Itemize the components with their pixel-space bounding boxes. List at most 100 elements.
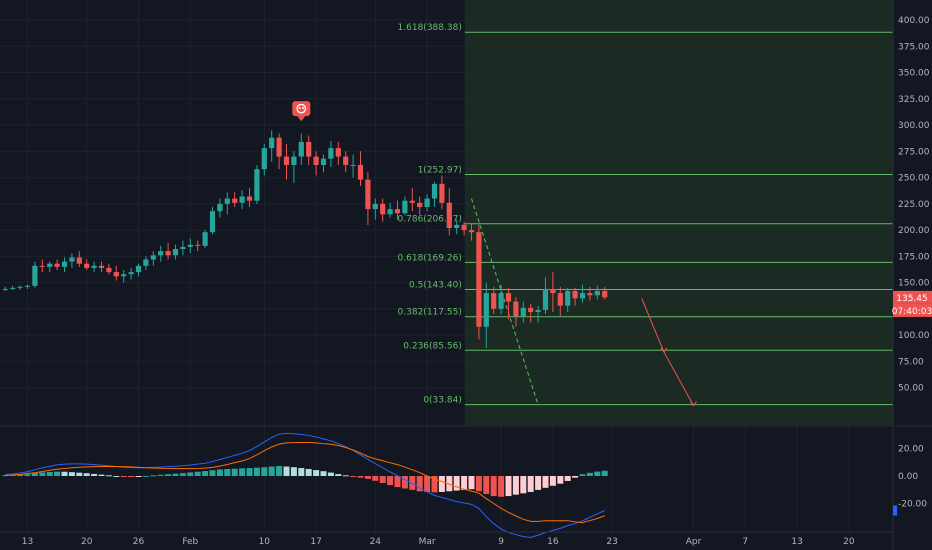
candle-body (69, 257, 75, 262)
x-tick-label: 7 (742, 537, 748, 547)
candle-body (98, 265, 105, 268)
macd-histogram-bar (98, 474, 105, 476)
macd-histogram-bar (76, 472, 83, 476)
macd-value-marker (893, 505, 897, 516)
macd-histogram-bar (505, 476, 512, 497)
y-tick-label: 75.00 (898, 357, 924, 367)
candle-body (320, 158, 327, 165)
x-tick-label: 23 (606, 537, 617, 547)
macd-histogram-bar (579, 474, 586, 476)
macd-histogram-bar (31, 473, 38, 476)
macd-histogram-bar (202, 471, 209, 476)
macd-histogram-bar (39, 472, 46, 476)
candle-body (602, 291, 608, 298)
macd-histogram-bar (231, 468, 238, 476)
macd-histogram-bar (46, 472, 53, 476)
macd-histogram-bar (483, 476, 490, 495)
countdown-badge (893, 303, 932, 317)
macd-histogram-bar (54, 471, 61, 476)
macd-histogram-bar (17, 474, 24, 476)
candle-body (246, 196, 253, 201)
candle-body (446, 202, 452, 228)
macd-histogram-bar (535, 476, 542, 490)
countdown-label: 07:40:03 (892, 307, 932, 317)
macd-histogram-bar (83, 473, 90, 476)
candle-body (343, 156, 349, 165)
candle-body (483, 293, 489, 327)
candle-body (261, 148, 267, 170)
candle-body (328, 148, 334, 159)
candle-body (224, 198, 230, 204)
macd-histogram-bar (357, 476, 364, 478)
candle-body (276, 137, 282, 157)
macd-histogram-bar (379, 476, 386, 484)
macd-histogram-bar (416, 476, 423, 492)
y-tick-label: 150.00 (898, 279, 930, 289)
candle-body (520, 307, 526, 317)
macd-histogram-bar (557, 476, 564, 484)
y-tick-label: 50.00 (898, 384, 924, 394)
candle-body (535, 309, 541, 313)
candle-body (550, 288, 556, 294)
candle-body (39, 265, 45, 267)
y-tick-label: 175.00 (898, 252, 930, 262)
macd-histogram-bar (475, 476, 482, 492)
candle-body (476, 232, 482, 327)
candle-body (387, 209, 393, 215)
alien-marker-icon[interactable] (292, 101, 311, 122)
candle-body (357, 164, 364, 180)
y-tick-label: 250.00 (898, 174, 930, 184)
candle-body (283, 156, 290, 165)
macd-histogram-bar (283, 466, 290, 476)
marker-eye (298, 106, 301, 109)
y-tick-label: 325.00 (898, 95, 930, 105)
macd-histogram-bar (394, 476, 401, 488)
macd-histogram-bar (150, 475, 157, 477)
candle-body (254, 169, 260, 201)
macd-histogram-bar (298, 468, 305, 476)
x-tick-label: 26 (133, 537, 145, 547)
projection-path (641, 298, 697, 407)
y-tick-label: 400.00 (898, 16, 930, 26)
fibonacci-zone: 1.618(388.38) 1(252.97) 0.786(206.07) 0.618… (398, 0, 893, 425)
macd-histogram-bar (157, 474, 164, 476)
macd-histogram-bar (453, 476, 460, 491)
candle-body (135, 265, 142, 273)
candle-body (313, 156, 319, 165)
x-tick-label: 24 (370, 537, 382, 547)
fib-level-label: 0.786(206.07) (398, 215, 462, 225)
candle-body (113, 272, 119, 277)
candle-body (409, 200, 415, 203)
projection-arrowhead (660, 347, 668, 353)
macd-histogram-bar (601, 470, 608, 476)
macd-histogram-bar (239, 468, 246, 476)
marker-badge (292, 101, 311, 117)
macd-histogram-bar (135, 476, 142, 477)
candle-body (454, 224, 460, 228)
y-tick-label: 300.00 (898, 121, 930, 131)
macd-histogram-bar (276, 465, 283, 476)
fib-trend-line (471, 198, 539, 405)
candle-body (17, 286, 23, 288)
candle-body (424, 198, 430, 207)
macd-line (5, 432, 605, 538)
macd-histogram-bar (335, 474, 342, 476)
macd-histogram-bar (490, 476, 497, 497)
candle-body (76, 257, 82, 264)
macd-y-tick-label: 20.00 (898, 445, 924, 455)
candle-body (91, 265, 97, 268)
fib-level-label: 0.618(169.26) (398, 253, 462, 263)
candle-body (350, 164, 356, 166)
macd-histogram-bar (409, 476, 416, 490)
candle-body (372, 203, 378, 210)
macd-histogram-bar (24, 474, 31, 476)
candle-body (365, 179, 371, 210)
candle-body (431, 183, 438, 199)
macd-histogram-bar (594, 471, 601, 476)
marker-eye (301, 106, 304, 109)
macd-histogram-bar (424, 476, 431, 492)
candle-body (417, 202, 423, 207)
projection-arrowhead (690, 401, 697, 407)
macd-histogram-bar (120, 476, 127, 477)
